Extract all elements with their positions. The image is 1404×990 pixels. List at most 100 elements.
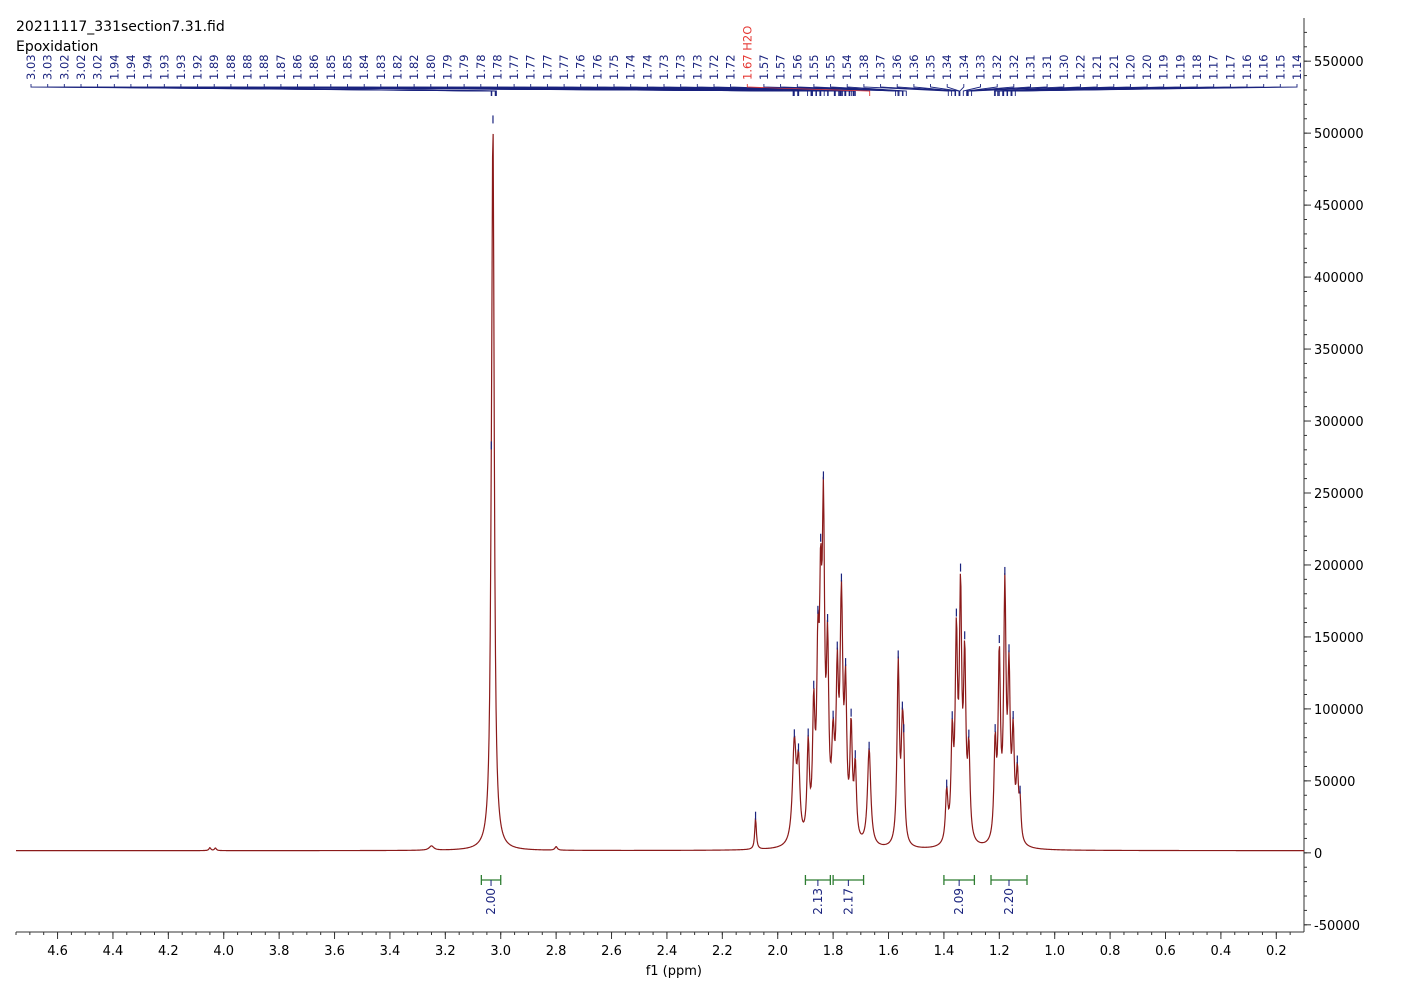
peak-label: 1.76 bbox=[574, 54, 588, 80]
x-tick-label: 1.6 bbox=[878, 944, 899, 959]
y-tick-label: 100000 bbox=[1314, 703, 1364, 718]
x-tick-label: 2.6 bbox=[601, 944, 622, 959]
peak-label: 1.21 bbox=[1107, 54, 1121, 80]
peak-label: 1.54 bbox=[840, 54, 854, 80]
peak-label: 1.88 bbox=[257, 54, 271, 80]
peak-label: 1.94 bbox=[141, 54, 155, 80]
integral-value: 2.09 bbox=[952, 888, 966, 915]
peak-label: 1.34 bbox=[957, 54, 971, 80]
peak-label: 1.93 bbox=[174, 54, 188, 80]
peak-label: 3.03 bbox=[41, 54, 55, 80]
y-tick-label: 200000 bbox=[1314, 559, 1364, 574]
peak-label: 1.74 bbox=[640, 54, 654, 80]
peak-label: 1.56 bbox=[790, 54, 804, 80]
x-tick-label: 4.2 bbox=[158, 944, 179, 959]
x-tick-label: 3.0 bbox=[490, 944, 511, 959]
y-tick-label: 150000 bbox=[1314, 631, 1364, 646]
peak-label: 1.77 bbox=[540, 54, 554, 80]
peak-label: 1.30 bbox=[1057, 54, 1071, 80]
x-tick-label: 4.6 bbox=[47, 944, 68, 959]
peak-label-connector bbox=[913, 84, 957, 96]
peak-label-connector bbox=[846, 84, 907, 96]
peak-label-connector bbox=[962, 84, 981, 96]
x-tick-label: 2.8 bbox=[546, 944, 567, 959]
peak-label: 1.77 bbox=[524, 54, 538, 80]
integral-region: 2.20 bbox=[990, 875, 1028, 915]
peak-label: 1.20 bbox=[1123, 54, 1137, 80]
peak-label: 1.34 bbox=[940, 54, 954, 80]
peak-label-connector bbox=[863, 84, 949, 96]
peak-label: 1.19 bbox=[1157, 54, 1171, 80]
x-tick-label: 4.4 bbox=[103, 944, 124, 959]
peak-label: 1.79 bbox=[440, 54, 454, 80]
y-tick-label: 50000 bbox=[1314, 775, 1355, 790]
x-tick-label: 1.2 bbox=[989, 944, 1010, 959]
peak-label-connector bbox=[1011, 84, 1281, 96]
peak-label: 1.82 bbox=[407, 54, 421, 80]
peak-label-connector bbox=[813, 84, 903, 96]
x-tick-label: 2.0 bbox=[767, 944, 788, 959]
x-tick-label: 3.2 bbox=[435, 944, 456, 959]
peak-label: 1.14 bbox=[1290, 54, 1304, 80]
peak-label: 1.85 bbox=[341, 54, 355, 80]
peak-label: 1.74 bbox=[624, 54, 638, 80]
peak-label: 1.36 bbox=[907, 54, 921, 80]
peak-label: 1.88 bbox=[224, 54, 238, 80]
peak-label: 1.82 bbox=[391, 54, 405, 80]
peak-label: 1.32 bbox=[1007, 54, 1021, 80]
x-tick-label: 0.8 bbox=[1100, 944, 1121, 959]
peak-label-connector bbox=[730, 84, 856, 96]
x-tick-label: 3.6 bbox=[324, 944, 345, 959]
y-tick-label: 350000 bbox=[1314, 343, 1364, 358]
peak-label: 1.38 bbox=[857, 54, 871, 80]
peak-label: 1.31 bbox=[1024, 54, 1038, 80]
experiment-name: Epoxidation bbox=[16, 39, 99, 55]
peak-label: 1.94 bbox=[107, 54, 121, 80]
peak-label: 1.33 bbox=[974, 54, 988, 80]
integral-value: 2.00 bbox=[484, 888, 498, 915]
y-tick-label: 250000 bbox=[1314, 487, 1364, 502]
peak-label: 1.36 bbox=[890, 54, 904, 80]
y-tick-label: 0 bbox=[1314, 847, 1322, 862]
peak-label: 1.79 bbox=[457, 54, 471, 80]
peak-label-connector bbox=[830, 84, 904, 96]
peak-label: 1.32 bbox=[990, 54, 1004, 80]
peak-label: 1.31 bbox=[1040, 54, 1054, 80]
peak-label-connector bbox=[946, 84, 960, 96]
peak-label: 1.15 bbox=[1273, 54, 1287, 80]
y-tick-label: 450000 bbox=[1314, 199, 1364, 214]
peak-label: 1.19 bbox=[1173, 54, 1187, 80]
peak-label: 1.57 bbox=[757, 54, 771, 80]
peak-label: 1.86 bbox=[291, 54, 305, 80]
peak-label: 1.73 bbox=[674, 54, 688, 80]
peak-label: 1.80 bbox=[424, 54, 438, 80]
integral-region: 2.17 bbox=[832, 875, 865, 915]
peak-label: 1.93 bbox=[157, 54, 171, 80]
peak-label-connector bbox=[971, 84, 1065, 96]
peak-label: 1.78 bbox=[490, 54, 504, 80]
x-tick-label: 0.2 bbox=[1266, 944, 1287, 959]
peak-label: 3.02 bbox=[57, 54, 71, 80]
peak-label: 1.57 bbox=[774, 54, 788, 80]
peak-label: 1.18 bbox=[1190, 54, 1204, 80]
peak-label: 1.94 bbox=[124, 54, 138, 80]
peak-label: 1.87 bbox=[274, 54, 288, 80]
x-tick-label: 1.4 bbox=[934, 944, 955, 959]
integral-value: 2.17 bbox=[841, 888, 855, 915]
peak-label: 1.55 bbox=[807, 54, 821, 80]
x-tick-label: 3.4 bbox=[380, 944, 401, 959]
peak-label: 1.17 bbox=[1207, 54, 1221, 80]
peak-label: 1.35 bbox=[924, 54, 938, 80]
peak-label: 1.16 bbox=[1257, 54, 1271, 80]
peak-label-connector bbox=[896, 84, 956, 96]
x-tick-label: 0.6 bbox=[1155, 944, 1176, 959]
peak-label: 1.73 bbox=[690, 54, 704, 80]
peak-label: 1.76 bbox=[590, 54, 604, 80]
peak-label: 1.22 bbox=[1073, 54, 1087, 80]
x-tick-label: 1.8 bbox=[823, 944, 844, 959]
x-tick-label: 4.0 bbox=[213, 944, 234, 959]
peak-label: 1.20 bbox=[1140, 54, 1154, 80]
peak-label: 3.02 bbox=[91, 54, 105, 80]
peak-label: 1.77 bbox=[557, 54, 571, 80]
